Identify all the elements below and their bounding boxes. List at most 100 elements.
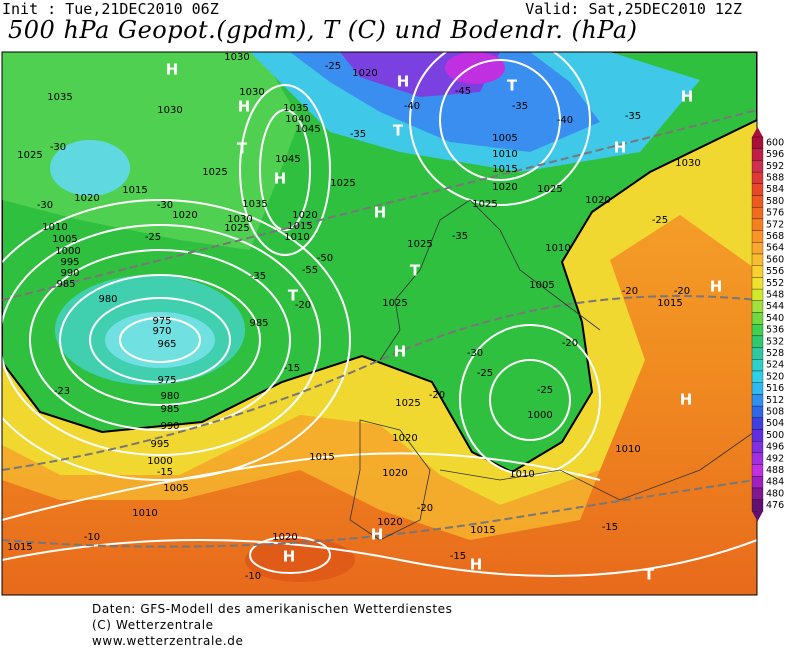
colorbar-swatch — [751, 335, 764, 348]
colorbar-label: 480 — [766, 488, 784, 499]
colorbar: 6005965925885845805765725685645605565525… — [751, 127, 784, 522]
contour-label: -35 — [350, 129, 366, 140]
colorbar-swatch — [751, 382, 764, 395]
contour-label: -10 — [245, 571, 261, 582]
contour-label: 1005 — [52, 234, 77, 245]
contour-label: 995 — [150, 439, 169, 450]
colorbar-swatch — [751, 195, 764, 208]
contour-label: -25 — [145, 232, 161, 243]
colorbar-swatch — [751, 160, 764, 173]
contour-label: 1030 — [239, 87, 264, 98]
pressure-center: H — [397, 73, 410, 91]
colorbar-label: 580 — [766, 196, 784, 207]
contour-label: 975 — [157, 375, 176, 386]
contour-label: 1010 — [545, 243, 570, 254]
contour-label: -25 — [537, 385, 553, 396]
contour-label: 1025 — [330, 178, 355, 189]
contour-label: 1045 — [295, 124, 320, 135]
contour-label: 1040 — [285, 114, 310, 125]
pressure-center: T — [644, 566, 655, 584]
colorbar-swatch — [751, 487, 764, 500]
contour-label: 990 — [160, 421, 179, 432]
contour-label: -23 — [54, 386, 70, 397]
contour-label: -30 — [37, 200, 53, 211]
colorbar-label: 552 — [766, 278, 784, 289]
contour-label: 1015 — [657, 298, 682, 309]
colorbar-swatch — [751, 464, 764, 477]
colorbar-swatch — [751, 347, 764, 360]
contour-label: 1030 — [227, 214, 252, 225]
colorbar-label: 500 — [766, 430, 784, 441]
contour-label: 985 — [249, 318, 268, 329]
contour-label: -35 — [250, 271, 266, 282]
contour-label: 1025 — [17, 150, 42, 161]
contour-label: -15 — [284, 363, 300, 374]
contour-label: 1035 — [47, 92, 72, 103]
contour-label: 1015 — [470, 525, 495, 536]
contour-label: 1020 — [292, 210, 317, 221]
contour-label: 995 — [60, 257, 79, 268]
contour-label: 1005 — [163, 483, 188, 494]
pressure-center: H — [614, 139, 627, 157]
pressure-center: T — [288, 287, 299, 305]
colorbar-swatch — [751, 359, 764, 372]
colorbar-swatch — [751, 277, 764, 290]
contour-label: -35 — [625, 111, 641, 122]
contour-label: 990 — [60, 268, 79, 279]
colorbar-label: 592 — [766, 161, 784, 172]
contour-label: 1010 — [42, 222, 67, 233]
contour-label: 1020 — [377, 517, 402, 528]
colorbar-label: 568 — [766, 231, 784, 242]
pressure-center: T — [393, 122, 404, 140]
contour-label: 1015 — [492, 164, 517, 175]
contour-label: -40 — [404, 101, 420, 112]
contour-label: -15 — [450, 551, 466, 562]
footer-line: Daten: GFS-Modell des amerikanischen Wet… — [92, 602, 453, 616]
contour-label: -15 — [157, 467, 173, 478]
valid-time: Valid: Sat,25DEC2010 12Z — [525, 0, 742, 18]
colorbar-label: 548 — [766, 289, 784, 300]
colorbar-swatch — [751, 417, 764, 430]
colorbar-label: 572 — [766, 219, 784, 230]
contour-label: 1020 — [352, 68, 377, 79]
contour-label: 1045 — [275, 154, 300, 165]
pressure-center: H — [394, 343, 407, 361]
contour-label: 1020 — [392, 433, 417, 444]
colorbar-swatch — [751, 207, 764, 220]
contour-label: 980 — [98, 294, 117, 305]
contour-label: 1010 — [284, 232, 309, 243]
colorbar-label: 584 — [766, 184, 784, 195]
colorbar-swatch — [751, 288, 764, 301]
colorbar-label: 496 — [766, 442, 784, 453]
contour-label: 1025 — [407, 239, 432, 250]
contour-label: 1020 — [492, 182, 517, 193]
contour-label: -50 — [317, 253, 333, 264]
contour-label: -20 — [417, 503, 433, 514]
colorbar-swatch — [751, 441, 764, 454]
contour-label: 1020 — [74, 193, 99, 204]
footer: Daten: GFS-Modell des amerikanischen Wet… — [92, 601, 453, 649]
contour-label: 1030 — [224, 52, 249, 63]
contour-label: -20 — [562, 338, 578, 349]
colorbar-swatch — [751, 405, 764, 418]
contour-label: -30 — [157, 200, 173, 211]
contour-label: 1035 — [283, 103, 308, 114]
contour-label: 1015 — [287, 221, 312, 232]
contour-label: -30 — [50, 142, 66, 153]
colorbar-swatch — [751, 148, 764, 161]
colorbar-label: 564 — [766, 243, 784, 254]
colorbar-label: 560 — [766, 254, 784, 265]
colorbar-arrow — [752, 127, 763, 137]
footer-line: (C) Wetterzentrale — [92, 618, 214, 632]
pressure-center: H — [470, 556, 483, 574]
contour-label: 1030 — [157, 105, 182, 116]
map-field — [2, 52, 757, 595]
colorbar-swatch — [751, 136, 764, 149]
contour-label: -55 — [302, 265, 318, 276]
contour-label: 1025 — [382, 298, 407, 309]
contour-label: -10 — [84, 532, 100, 543]
contour-label: 975 — [152, 316, 171, 327]
pressure-center: T — [507, 77, 518, 95]
